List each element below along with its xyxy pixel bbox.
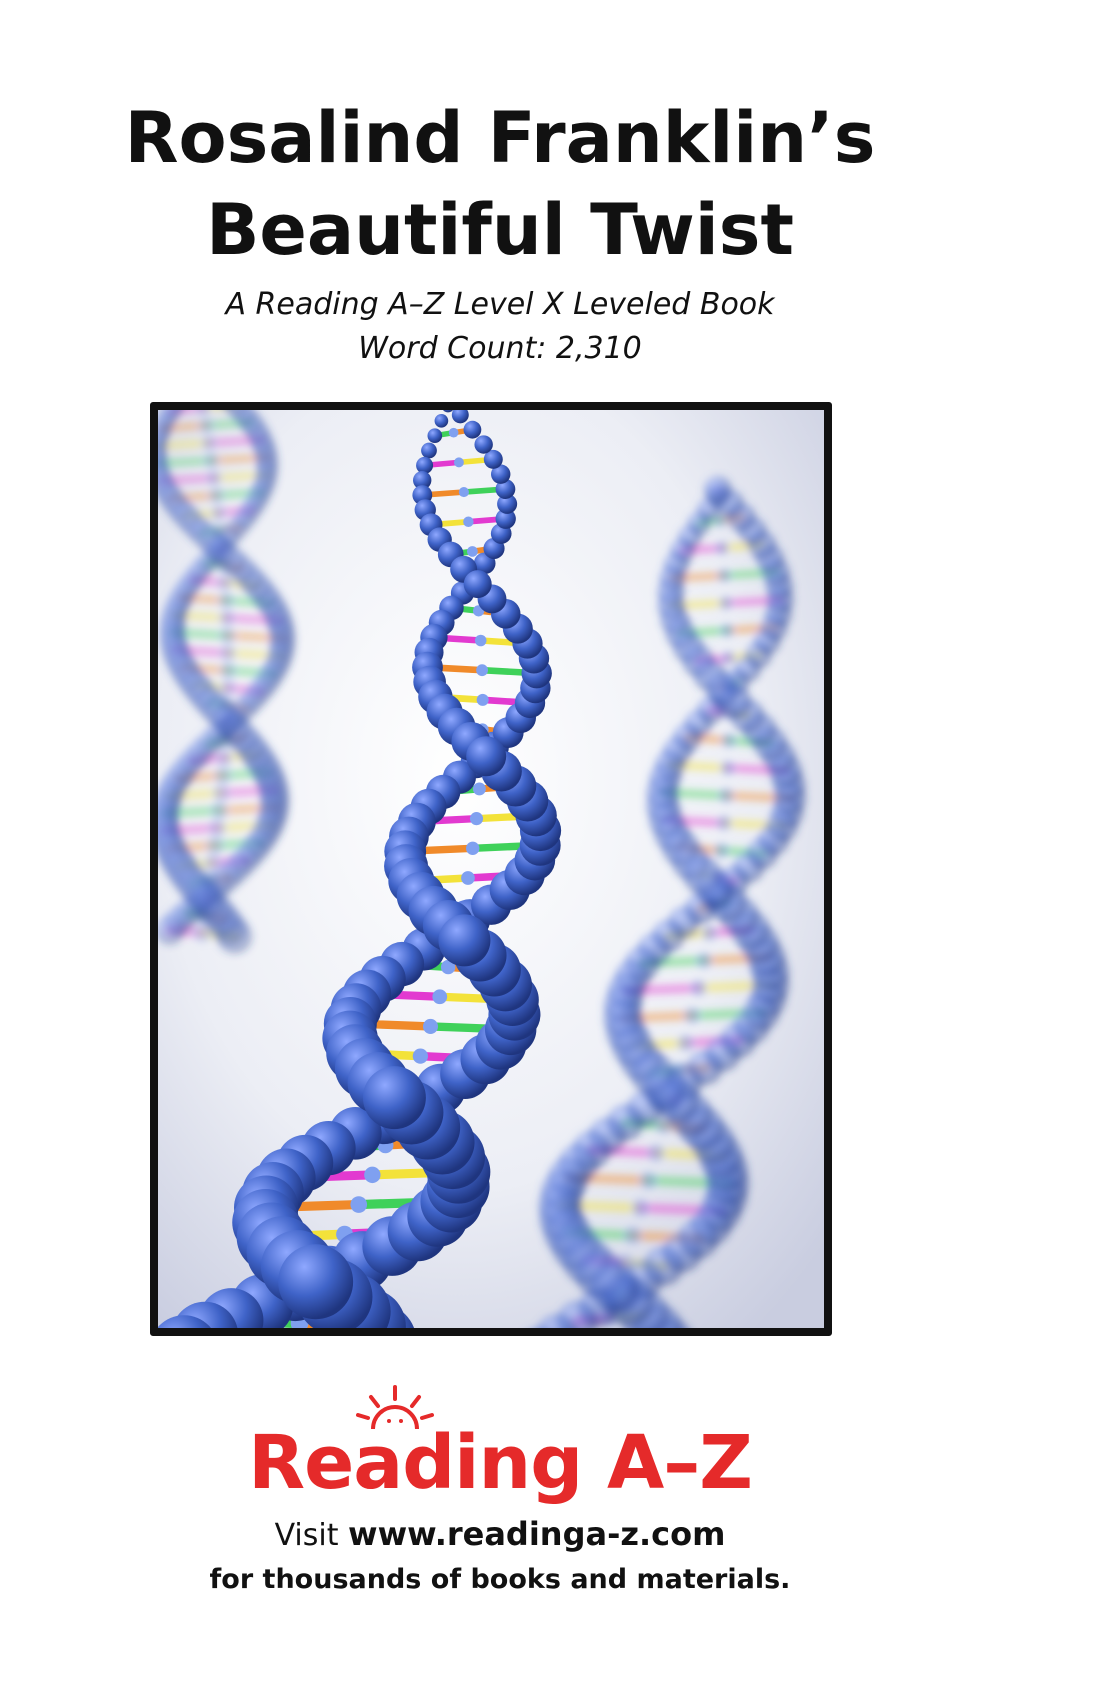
background-helix-left [158,410,296,954]
publisher-logo: Reading A–Z [0,1385,1000,1515]
visit-prefix: Visit [274,1518,339,1553]
word-count: Word Count: 2,310 [358,331,642,366]
series-line: A Reading A–Z Level X Leveled Book [225,287,775,322]
cover-illustration [150,402,832,1336]
dna-helix-illustration [158,410,824,1328]
publisher-tagline: for thousands of books and materials. [209,1564,791,1595]
publisher-url[interactable]: www.readinga-z.com [348,1515,726,1553]
logo-wordmark: Reading A–Z [248,1420,753,1506]
main-helix [158,410,562,1328]
book-title-line-1: Rosalind Franklin’s [124,97,876,179]
book-title: Rosalind Franklin’s Beautiful Twist [0,92,1000,276]
book-title-line-2: Beautiful Twist [206,189,794,271]
sun-icon [356,1385,434,1430]
background-helix-right [533,476,807,1328]
visit-line: Visit www.readinga-z.com [0,1513,1000,1557]
